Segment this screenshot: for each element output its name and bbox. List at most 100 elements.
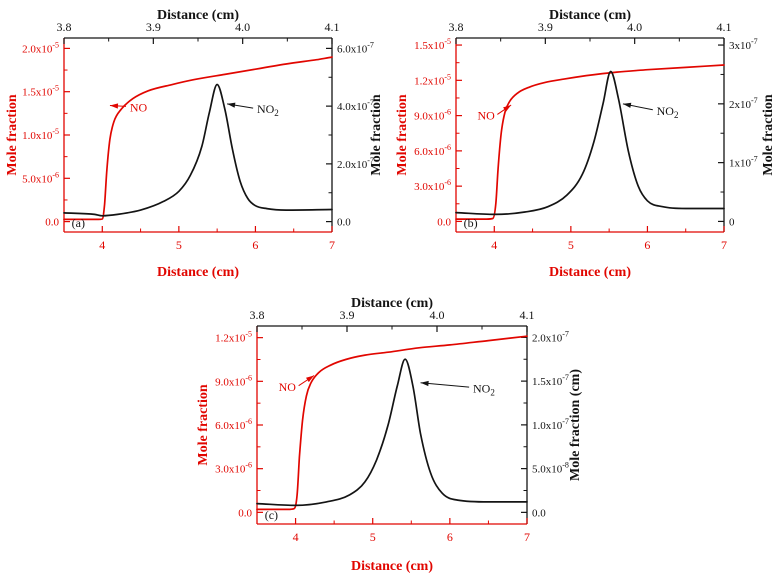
left-tick-label: 1.0x10-5: [22, 127, 59, 142]
right-tick-label: 1x10-7: [729, 155, 758, 170]
left-tick-label: 9.0x10-6: [215, 373, 252, 388]
right-axis: 0.0 2.0x10-7 4.0x10-7 6.0x10-7: [326, 40, 374, 229]
chart-canvas-c: 4 5 6 7 Distance (cm) 3.8 3.9 4.0 4.1 Distance (c…: [196, 296, 583, 574]
left-tick-label: 2.0x10-5: [22, 40, 59, 55]
no2-arrow: [622, 102, 653, 111]
series-layer: [63, 56, 333, 221]
no-arrow: [497, 104, 512, 115]
bottom-axis: 4 5 6 7: [491, 226, 727, 252]
bottom-tick-label: 4: [491, 238, 497, 252]
bottom-tick-label: 5: [370, 530, 376, 544]
top-tick-label: 4.0: [430, 308, 445, 322]
top-axis: 3.8 3.9 4.0 4.1: [449, 20, 732, 44]
left-tick-label: 1.2x10-5: [215, 330, 252, 345]
left-axis: 0.0 3.0x10-6 6.0x10-6 9.0x10-6 1.2x10-5: [215, 330, 263, 519]
chart-panel-c: 4 5 6 7 Distance (cm) 3.8 3.9 4.0 4.1 Distance (c…: [193, 292, 587, 578]
right-axis-title: Mole fraction: [761, 94, 776, 175]
top-tick-label: 3.8: [57, 20, 72, 34]
bottom-tick-label: 5: [568, 238, 574, 252]
top-tick-label: 4.0: [235, 20, 250, 34]
annotation-layer: NO NO2: [109, 100, 279, 118]
annotation-layer: NO NO2: [477, 102, 679, 123]
panel-letter: (b): [464, 216, 478, 230]
right-tick-label: 0: [729, 216, 735, 228]
left-axis-title: Mole fraction: [395, 94, 410, 175]
right-axis-title: Mole fraction (cm): [568, 369, 583, 481]
no-label: NO: [279, 380, 297, 394]
no2-label: NO2: [473, 382, 495, 398]
left-tick-label: 1.5x10-5: [22, 84, 59, 99]
top-tick-label: 4.1: [520, 308, 535, 322]
bottom-axis: 4 5 6 7: [293, 518, 530, 544]
top-axis: 3.8 3.9 4.0 4.1: [57, 20, 340, 44]
bottom-tick-label: 7: [721, 238, 727, 252]
top-axis-title: Distance (cm): [351, 296, 433, 311]
no2-arrow: [420, 380, 470, 388]
right-tick-label: 1.0x10-7: [532, 417, 569, 432]
no2-curve: [256, 358, 528, 507]
no2-arrow: [227, 102, 254, 109]
panel-letter: (c): [265, 508, 278, 522]
right-axis: 0 1x10-7 2x10-7 3x10-7: [718, 37, 758, 228]
top-axis: 3.8 3.9 4.0 4.1: [250, 308, 535, 332]
bottom-tick-label: 4: [293, 530, 299, 544]
no2-curve: [455, 70, 725, 216]
left-axis-title: Mole fraction: [5, 94, 20, 175]
no-curve: [63, 56, 333, 221]
left-tick-label: 3.0x10-6: [215, 461, 252, 476]
left-tick-label: 0.0: [437, 216, 451, 228]
bottom-axis-title: Distance (cm): [351, 559, 433, 574]
chart-panel-a: 4 5 6 7 Distance (cm) 3.8 3.9 4.0 4.1 Distance (c…: [2, 4, 388, 284]
left-tick-label: 3.0x10-6: [414, 178, 451, 193]
right-tick-label: 1.5x10-7: [532, 373, 569, 388]
right-tick-label: 3x10-7: [729, 37, 758, 52]
top-tick-label: 3.9: [538, 20, 553, 34]
bottom-tick-label: 6: [644, 238, 650, 252]
right-axis: 0.0 5.0x10-8 1.0x10-7 1.5x10-7 2.0x10-7: [521, 329, 569, 519]
top-axis-title: Distance (cm): [549, 8, 631, 23]
left-tick-label: 6.0x10-6: [215, 417, 252, 432]
series-layer: [455, 64, 725, 220]
right-tick-label: 2x10-7: [729, 96, 758, 111]
no-arrow: [109, 103, 127, 109]
right-tick-label: 0.0: [532, 507, 546, 519]
annotation-layer: NO NO2: [279, 375, 495, 398]
right-tick-label: 2.0x10-7: [532, 329, 569, 344]
left-tick-label: 0.0: [238, 507, 252, 519]
left-tick-label: 0.0: [45, 217, 59, 229]
no-curve: [256, 335, 528, 511]
chart-panel-b: 4 5 6 7 Distance (cm) 3.8 3.9 4.0 4.1 Distance (c…: [392, 4, 780, 284]
chart-canvas-a: 4 5 6 7 Distance (cm) 3.8 3.9 4.0 4.1 Distance (c…: [5, 8, 384, 280]
no-label: NO: [130, 100, 148, 114]
left-tick-label: 5.0x10-6: [22, 170, 59, 185]
right-tick-label: 4.0x10-7: [337, 98, 374, 113]
no-label: NO: [477, 109, 495, 123]
top-tick-label: 3.8: [250, 308, 265, 322]
panel-letter: (a): [72, 216, 85, 230]
top-tick-label: 4.0: [627, 20, 642, 34]
bottom-tick-label: 5: [176, 238, 182, 252]
no2-label: NO2: [657, 104, 679, 120]
right-tick-label: 5.0x10-8: [532, 461, 569, 476]
left-tick-label: 9.0x10-6: [414, 108, 451, 123]
top-axis-title: Distance (cm): [157, 8, 239, 23]
no-curve: [455, 64, 725, 220]
right-tick-label: 0.0: [337, 217, 351, 229]
bottom-axis-title: Distance (cm): [549, 265, 631, 280]
bottom-tick-label: 6: [252, 238, 258, 252]
left-axis-title: Mole fraction: [196, 384, 211, 465]
left-tick-label: 6.0x10-6: [414, 143, 451, 158]
bottom-tick-label: 6: [447, 530, 453, 544]
series-layer: [256, 335, 528, 511]
top-tick-label: 4.1: [325, 20, 340, 34]
top-tick-label: 4.1: [717, 20, 732, 34]
left-tick-label: 1.2x10-5: [414, 72, 451, 87]
right-tick-label: 2.0x10-7: [337, 156, 374, 171]
bottom-tick-label: 7: [329, 238, 335, 252]
no2-curve: [63, 83, 333, 217]
bottom-tick-label: 7: [524, 530, 530, 544]
left-axis: 0.0 3.0x10-6 6.0x10-6 9.0x10-6 1.2x10-5 1.5x1…: [414, 37, 462, 228]
chart-canvas-b: 4 5 6 7 Distance (cm) 3.8 3.9 4.0 4.1 Distance (c…: [395, 8, 776, 280]
top-tick-label: 3.9: [340, 308, 355, 322]
